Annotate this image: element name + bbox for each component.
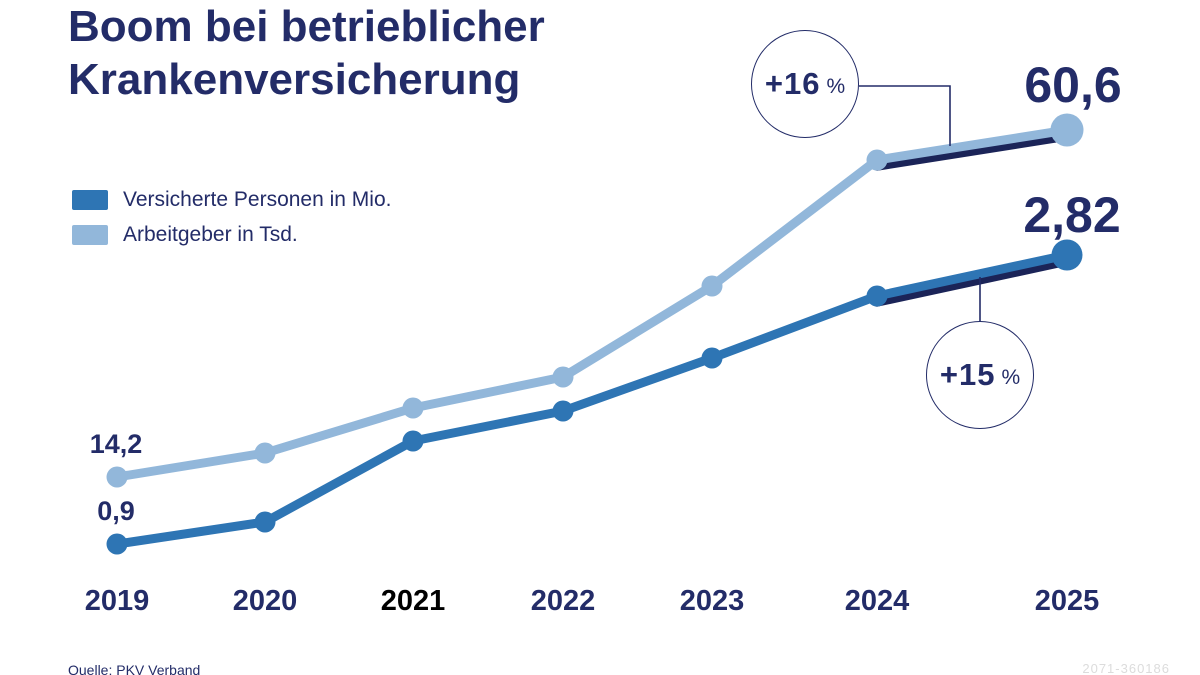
series-line-versicherte (116, 250, 1068, 549)
series-line-arbeitgeber (116, 125, 1068, 482)
growth-highlight-arbeitgeber (873, 133, 1071, 171)
value-label-arbeitgeber-2019: 14,2 (89, 429, 143, 459)
growth-annotation-versicherte: +15 % (926, 321, 1034, 429)
growth-highlight-versicherte (873, 258, 1071, 307)
x-axis-label-2019: 2019 (84, 585, 150, 617)
annotation-connector (859, 85, 951, 146)
legend-swatch-versicherte (72, 189, 108, 210)
percent-sign: % (826, 74, 846, 98)
data-point-versicherte-2021 (402, 430, 424, 452)
page-title: Boom bei betrieblicher Krankenversicheru… (68, 0, 545, 106)
data-point-arbeitgeber-2020 (254, 442, 276, 464)
data-point-arbeitgeber-2021 (402, 397, 424, 419)
title-line-1: Boom bei betrieblicher (68, 2, 545, 51)
data-point-versicherte-2022 (552, 400, 574, 422)
value-label-versicherte-2025: 2,82 (1023, 187, 1121, 243)
x-axis-label-2025: 2025 (1034, 585, 1100, 617)
x-axis-label-2021: 2021 (380, 585, 446, 617)
data-point-versicherte-2024 (866, 285, 888, 307)
legend-item-versicherte: Versicherte Personen in Mio. (72, 187, 392, 211)
growth-value-versicherte: +15 (939, 357, 996, 392)
data-point-arbeitgeber-2019 (106, 466, 128, 488)
growth-value-arbeitgeber: +16 (764, 66, 821, 101)
image-id: 2071-360186 (1082, 661, 1170, 675)
value-label-arbeitgeber-2025: 60,6 (1024, 57, 1122, 113)
value-label-versicherte-2019: 0,9 (97, 496, 135, 526)
x-axis-label-2022: 2022 (530, 585, 596, 617)
x-axis-label-2023: 2023 (679, 585, 745, 617)
data-point-arbeitgeber-2023 (701, 275, 723, 297)
title-line-2: Krankenversicherung (68, 55, 521, 104)
legend-item-arbeitgeber: Arbeitgeber in Tsd. (72, 222, 391, 246)
data-point-arbeitgeber-2022 (552, 366, 574, 388)
data-point-versicherte-2023 (701, 347, 723, 369)
percent-sign: % (1001, 365, 1021, 389)
data-point-versicherte-2020 (254, 511, 276, 533)
data-point-arbeitgeber-2024 (866, 149, 888, 171)
data-point-versicherte-2019 (106, 533, 128, 555)
legend: Versicherte Personen in Mio. Arbeitgeber… (72, 187, 392, 259)
legend-swatch-arbeitgeber (72, 224, 108, 245)
legend-label-versicherte: Versicherte Personen in Mio. (123, 187, 392, 211)
x-axis-label-2020: 2020 (232, 585, 298, 617)
growth-annotation-arbeitgeber: +16 % (751, 30, 859, 138)
data-point-versicherte-2025 (1051, 239, 1083, 271)
source-credit: Quelle: PKV Verband (68, 662, 201, 675)
x-axis-label-2024: 2024 (844, 585, 910, 617)
legend-label-arbeitgeber: Arbeitgeber in Tsd. (123, 222, 298, 246)
data-point-arbeitgeber-2025 (1050, 113, 1084, 147)
